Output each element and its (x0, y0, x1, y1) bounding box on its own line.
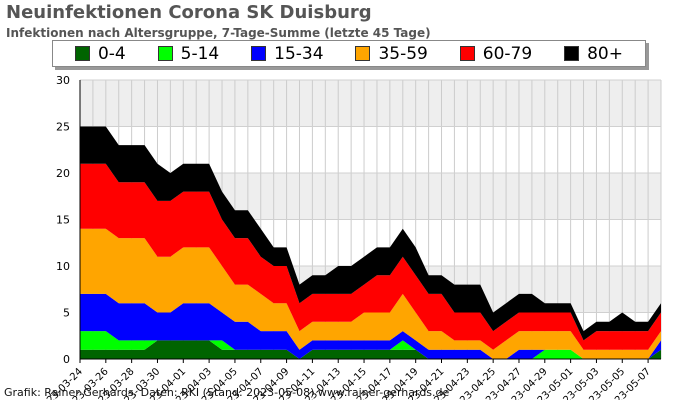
legend-swatch (564, 46, 580, 61)
y-tick-label: 5 (63, 307, 70, 320)
legend-item-60-79: 60-79 (459, 43, 533, 64)
legend-label: 0-4 (97, 43, 126, 64)
legend-item-80+: 80+ (564, 44, 623, 64)
series-area-15-34 (80, 293, 661, 359)
y-tick-label: 30 (56, 74, 70, 87)
credit-text: Grafik: Rainer Gerhards, Daten: RKI (Sta… (4, 386, 450, 399)
y-tick-label: 0 (63, 353, 70, 366)
legend-item-35-59: 35-59 (355, 43, 428, 64)
legend-swatch (251, 46, 267, 61)
legend: 0-4 5-14 15-34 35-59 60-79 80+ (52, 40, 646, 67)
grid-band (80, 126, 661, 173)
legend-item-0-4: 0-4 (74, 43, 126, 64)
legend-swatch (157, 46, 173, 61)
legend-swatch (74, 46, 90, 61)
y-tick-label: 10 (56, 260, 70, 273)
y-tick-label: 25 (56, 121, 70, 134)
grid-band (80, 80, 661, 127)
series-area-80+ (80, 126, 661, 341)
legend-item-15-34: 15-34 (251, 43, 324, 64)
series-area-35-59 (80, 228, 661, 359)
legend-swatch (355, 46, 371, 61)
y-tick-label: 15 (56, 214, 70, 227)
legend-item-5-14: 5-14 (157, 43, 220, 64)
legend-label: 80+ (587, 43, 623, 64)
y-tick-label: 20 (56, 167, 70, 180)
legend-label: 35-59 (378, 43, 428, 64)
legend-label: 60-79 (482, 43, 533, 64)
legend-label: 15-34 (274, 43, 324, 64)
chart-subtitle: Infektionen nach Altersgruppe, 7-Tage-Su… (6, 26, 431, 40)
legend-swatch (459, 46, 475, 61)
chart-title: Neuinfektionen Corona SK Duisburg (6, 2, 372, 23)
legend-label: 5-14 (180, 43, 220, 64)
